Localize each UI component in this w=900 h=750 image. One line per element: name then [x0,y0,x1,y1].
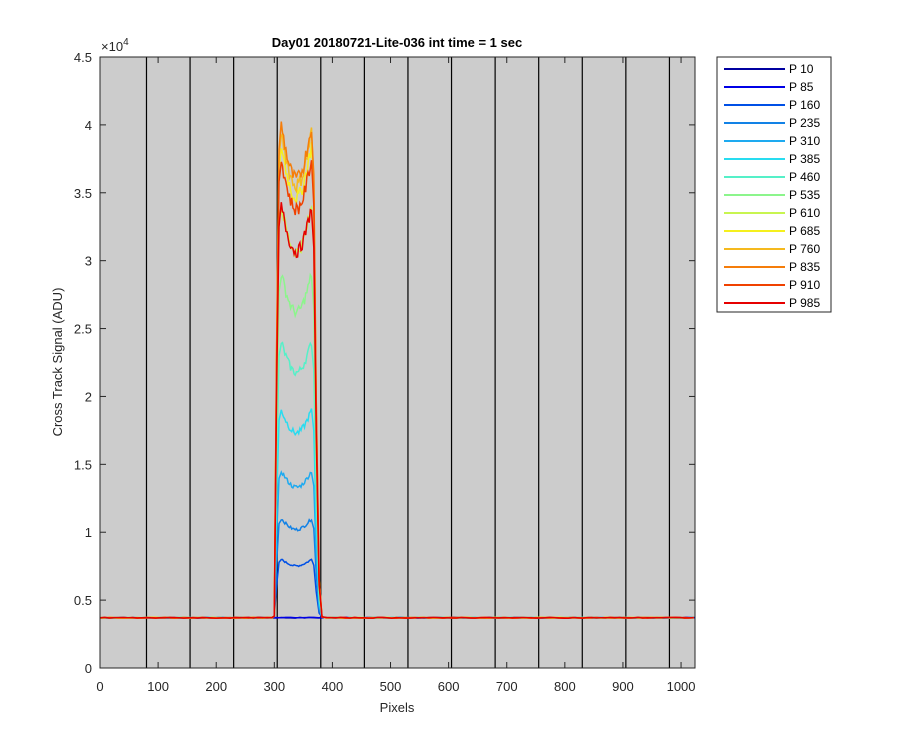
x-tick-label: 500 [380,679,402,694]
legend-label-2: P 160 [789,98,820,112]
legend-label-4: P 310 [789,134,820,148]
x-tick-label: 0 [96,679,103,694]
x-tick-label: 300 [263,679,285,694]
plot-frame [99,56,696,669]
legend-label-13: P 985 [789,296,820,310]
y-tick-label: 4.5 [74,50,92,65]
y-tick-label: 3 [85,254,92,269]
x-tick-group: 0 100 200 300 400 500 600 700 800 900 1000 [96,57,696,694]
y-tick-label: 0 [85,661,92,676]
plot-background [100,57,695,668]
legend-label-7: P 535 [789,188,820,202]
y-exponent-power: 4 [123,37,129,48]
x-axis-label: Pixels [380,700,415,715]
legend-label-11: P 835 [789,260,820,274]
legend-label-10: P 760 [789,242,820,256]
y-exponent-label: ×104 [101,37,129,54]
legend-label-3: P 235 [789,116,820,130]
series-line-group [99,121,696,619]
vertical-line-group [145,57,671,668]
x-tick-label: 600 [438,679,460,694]
y-tick-label: 2.5 [74,322,92,337]
y-tick-label: 4 [85,118,92,133]
x-tick-label: 900 [612,679,634,694]
legend-box [716,56,832,313]
chart-title: Day01 20180721-Lite-036 int time = 1 sec [272,35,522,50]
legend-label-8: P 610 [789,206,820,220]
x-tick-label: 100 [147,679,169,694]
x-tick-label: 700 [496,679,518,694]
y-axis-label: Cross Track Signal (ADU) [50,288,65,437]
y-tick-label: 1.5 [74,457,92,472]
x-tick-label: 800 [554,679,576,694]
legend: P 10 P 85 P 160 P 235 P 310 P 385 P 460 P 535 P … [716,56,832,313]
x-tick-label: 1000 [667,679,696,694]
legend-label-12: P 910 [789,278,820,292]
series-line-13 [99,202,694,619]
y-tick-label: 0.5 [74,593,92,608]
y-tick-label: 2 [85,389,92,404]
legend-label-9: P 685 [789,224,820,238]
y-tick-label: 3.5 [74,186,92,201]
y-tick-group: 0 0.5 1 1.5 2 2.5 3 3.5 4 4.5 [74,50,695,676]
y-tick-label: 1 [85,525,92,540]
legend-label-5: P 385 [789,152,820,166]
x-tick-label: 400 [322,679,344,694]
y-exponent-base: ×10 [101,39,123,54]
legend-label-0: P 10 [789,62,814,76]
x-tick-label: 200 [205,679,227,694]
legend-label-1: P 85 [789,80,814,94]
legend-label-6: P 460 [789,170,820,184]
